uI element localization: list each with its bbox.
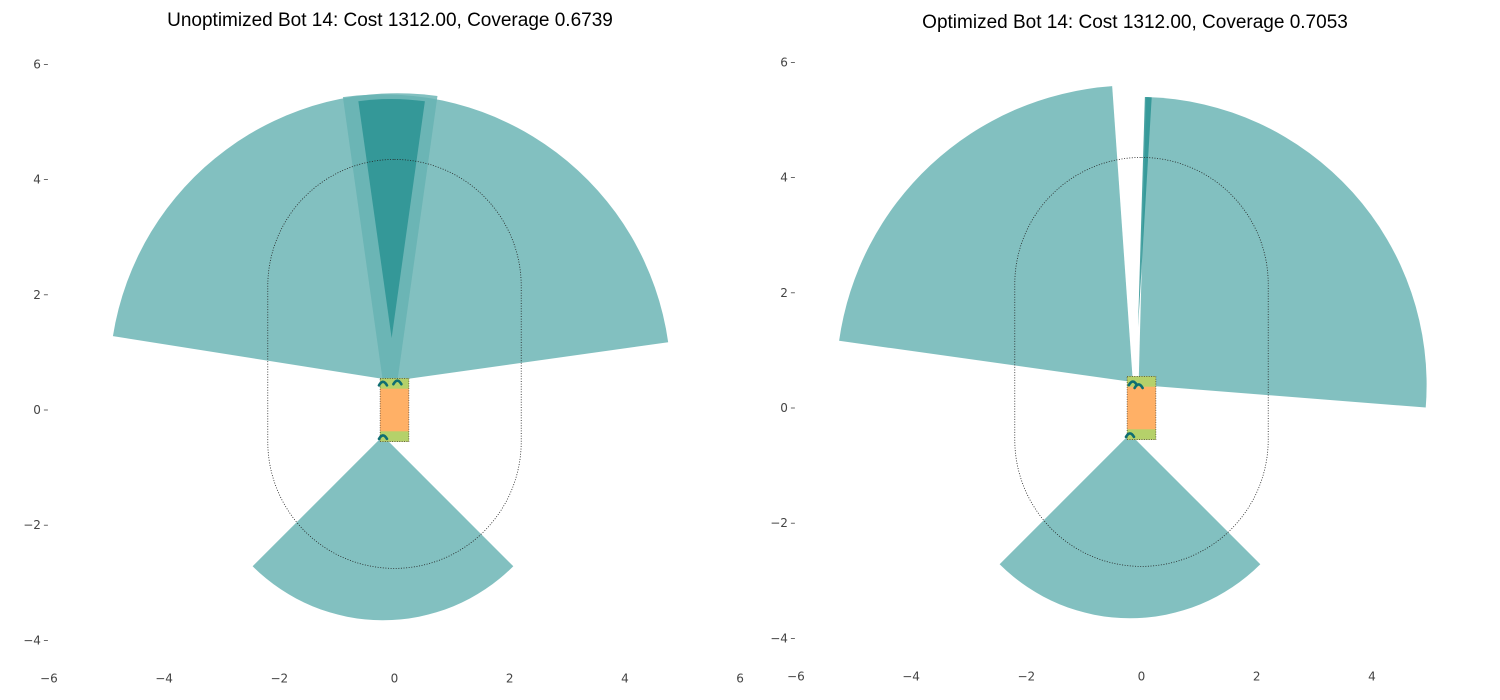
left-ytick-label: 0 [33,403,41,417]
right-xtick-label: 4 [1368,670,1376,684]
left-sensor-marker-2 [392,379,403,386]
right-xtick-label: −2 [1017,670,1035,684]
left-sensor-marker-1 [377,380,389,387]
right-xtick-label: 0 [1138,670,1146,684]
left-robot-outline [379,378,410,442]
right-ytick-label: −2 [770,516,788,530]
right-subplot: Optimized Bot 14: Cost 1312.00, Coverage… [770,12,1427,684]
right-boundary-outline [1014,157,1269,567]
right-sensor-sector-1 [839,86,1133,383]
right-robot-front-band [1127,376,1156,387]
left-boundary-outline [267,159,522,569]
left-ytick-label: −2 [23,518,41,532]
left-ytick-label: −4 [23,633,41,647]
right-sensor-sector-3 [999,433,1261,619]
left-xtick-label: 4 [621,672,629,686]
left-sensor-marker-3 [377,434,389,441]
right-ytick-label: 6 [780,55,788,69]
right-ytick-label: −4 [770,631,788,645]
right-ytick-label: 2 [780,286,788,300]
left-sensor-sector-2 [112,93,438,382]
left-xtick-label: 6 [736,672,744,686]
right-overlap-wedge-1 [1138,97,1152,328]
right-ytick-label: 4 [780,171,788,185]
left-subplot: Unoptimized Bot 14: Cost 1312.00, Covera… [23,10,744,686]
left-ytick-label: 2 [33,288,41,302]
right-sensor-marker-3 [1124,432,1136,439]
right-sensor-marker-2 [1133,383,1144,390]
right-ytick-label: 0 [780,401,788,415]
right-xtick-label: −6 [787,670,805,684]
left-sensor-sector-3 [252,435,514,621]
left-xtick-label: 0 [391,672,399,686]
left-xtick-label: −6 [40,672,58,686]
left-robot-rear-band [380,431,409,442]
left-chart-title: Unoptimized Bot 14: Cost 1312.00, Covera… [167,10,613,31]
left-ytick-label: 4 [33,173,41,187]
right-robot-outline [1126,376,1157,440]
right-sensor-sector-2 [1138,97,1427,408]
right-robot-rear-band [1127,429,1156,440]
left-ytick-label: 6 [33,57,41,71]
right-xtick-label: −4 [902,670,920,684]
left-xtick-label: −2 [270,672,288,686]
right-xtick-label: 2 [1253,670,1261,684]
left-xtick-label: 2 [506,672,514,686]
left-overlap-wedge-1 [358,98,425,338]
left-robot-body [380,378,409,442]
right-chart-title: Optimized Bot 14: Cost 1312.00, Coverage… [922,12,1348,33]
left-xtick-label: −4 [155,672,173,686]
